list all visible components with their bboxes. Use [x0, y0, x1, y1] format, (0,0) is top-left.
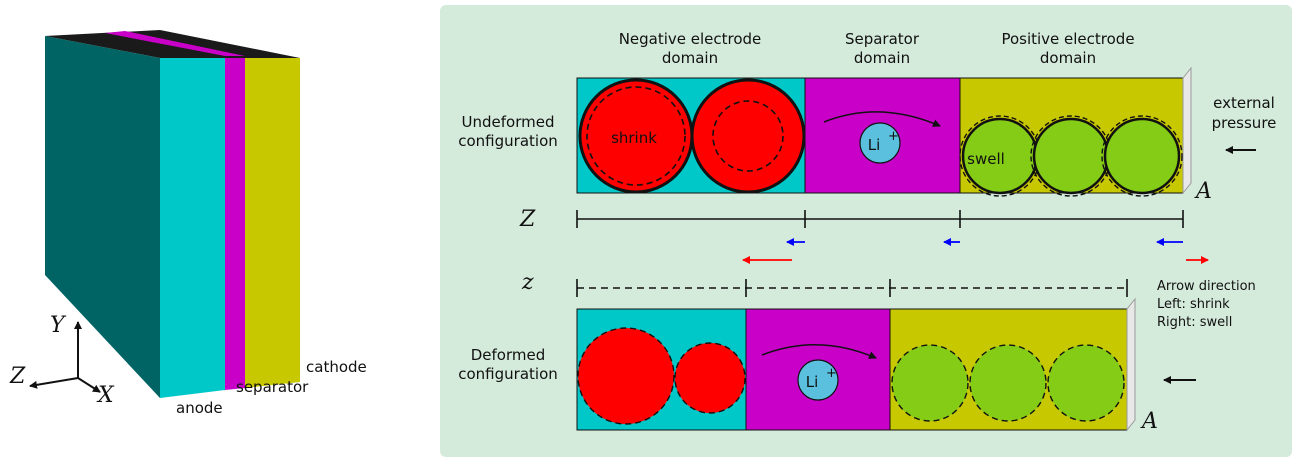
cell-side-face [45, 36, 160, 398]
reference-axis [576, 210, 1184, 228]
anode-layer [160, 58, 225, 398]
cell-3d-block [45, 30, 300, 398]
anode-label: anode [176, 399, 223, 417]
undeformed-label-l2: configuration [458, 132, 558, 150]
axis-y-label: Y [50, 313, 67, 338]
undeformed-configuration: shrink Li + swell [576, 66, 1192, 197]
anode-particle-2-deformed [674, 342, 746, 414]
cathode-particle-2 [1032, 117, 1110, 195]
li-ion-bottom-label: Li [806, 373, 819, 391]
cathode-particle-1-deformed [891, 344, 969, 422]
negative-domain-title-l1: Negative electrode [619, 30, 762, 48]
deformed-configuration: Li + [576, 297, 1136, 432]
current-axis [576, 279, 1128, 297]
undeformed-label-l1: Undeformed [462, 113, 555, 131]
current-coordinate-label: z [521, 270, 534, 295]
deformed-depth-edge [1126, 297, 1136, 432]
anode-particle-2 [690, 78, 806, 194]
axes-triad [29, 321, 101, 393]
swell-label: swell [967, 150, 1005, 168]
cathode-particle-3-swollen [1101, 115, 1183, 197]
cathode-layer [245, 58, 300, 388]
legend-right: Right: swell [1157, 315, 1232, 330]
li-ion-top [859, 122, 901, 164]
legend-title: Arrow direction [1157, 279, 1256, 294]
negative-domain-title-l2: domain [662, 49, 718, 67]
shrink-label: shrink [611, 129, 657, 147]
separator-domain-title-l2: domain [854, 49, 910, 67]
positive-domain-title-l2: domain [1040, 49, 1096, 67]
cathode-particle-3 [1103, 117, 1181, 195]
cathode-particle-2-deformed [969, 344, 1047, 422]
legend-left: Left: shrink [1157, 297, 1230, 312]
axis-z-label: Z [9, 364, 26, 389]
separator-layer [225, 58, 245, 390]
li-ion-top-charge: + [888, 129, 899, 144]
deformed-label-l1: Deformed [471, 346, 546, 364]
li-ion-bottom [797, 359, 839, 401]
cathode-particle-3-deformed [1047, 344, 1125, 422]
external-pressure-l1: external [1213, 94, 1275, 112]
cell-top-strip-separator [105, 31, 245, 56]
positive-domain-title-l1: Positive electrode [1001, 30, 1134, 48]
reference-coordinate-label: Z [519, 207, 536, 232]
area-label-top: A [1194, 179, 1212, 204]
deformed-label-l2: configuration [458, 365, 558, 383]
ion-transport-arrow-top [823, 111, 941, 127]
external-pressure-l2: pressure [1212, 114, 1277, 132]
separator-domain-title-l1: Separator [845, 30, 920, 48]
anode-particle-1-deformed [577, 327, 675, 425]
anode-particle-1-shrunk [586, 86, 686, 186]
li-ion-bottom-charge: + [826, 366, 837, 381]
li-ion-top-label: Li [868, 136, 881, 154]
axis-x-label: X [96, 383, 115, 408]
undeformed-depth-edge [1182, 66, 1192, 195]
anode-particle-2-shrunk [712, 100, 784, 172]
area-label-bottom: A [1140, 409, 1158, 434]
separator-label: separator [236, 378, 309, 396]
ion-transport-arrow-bottom [761, 343, 877, 359]
cathode-label: cathode [306, 358, 367, 376]
